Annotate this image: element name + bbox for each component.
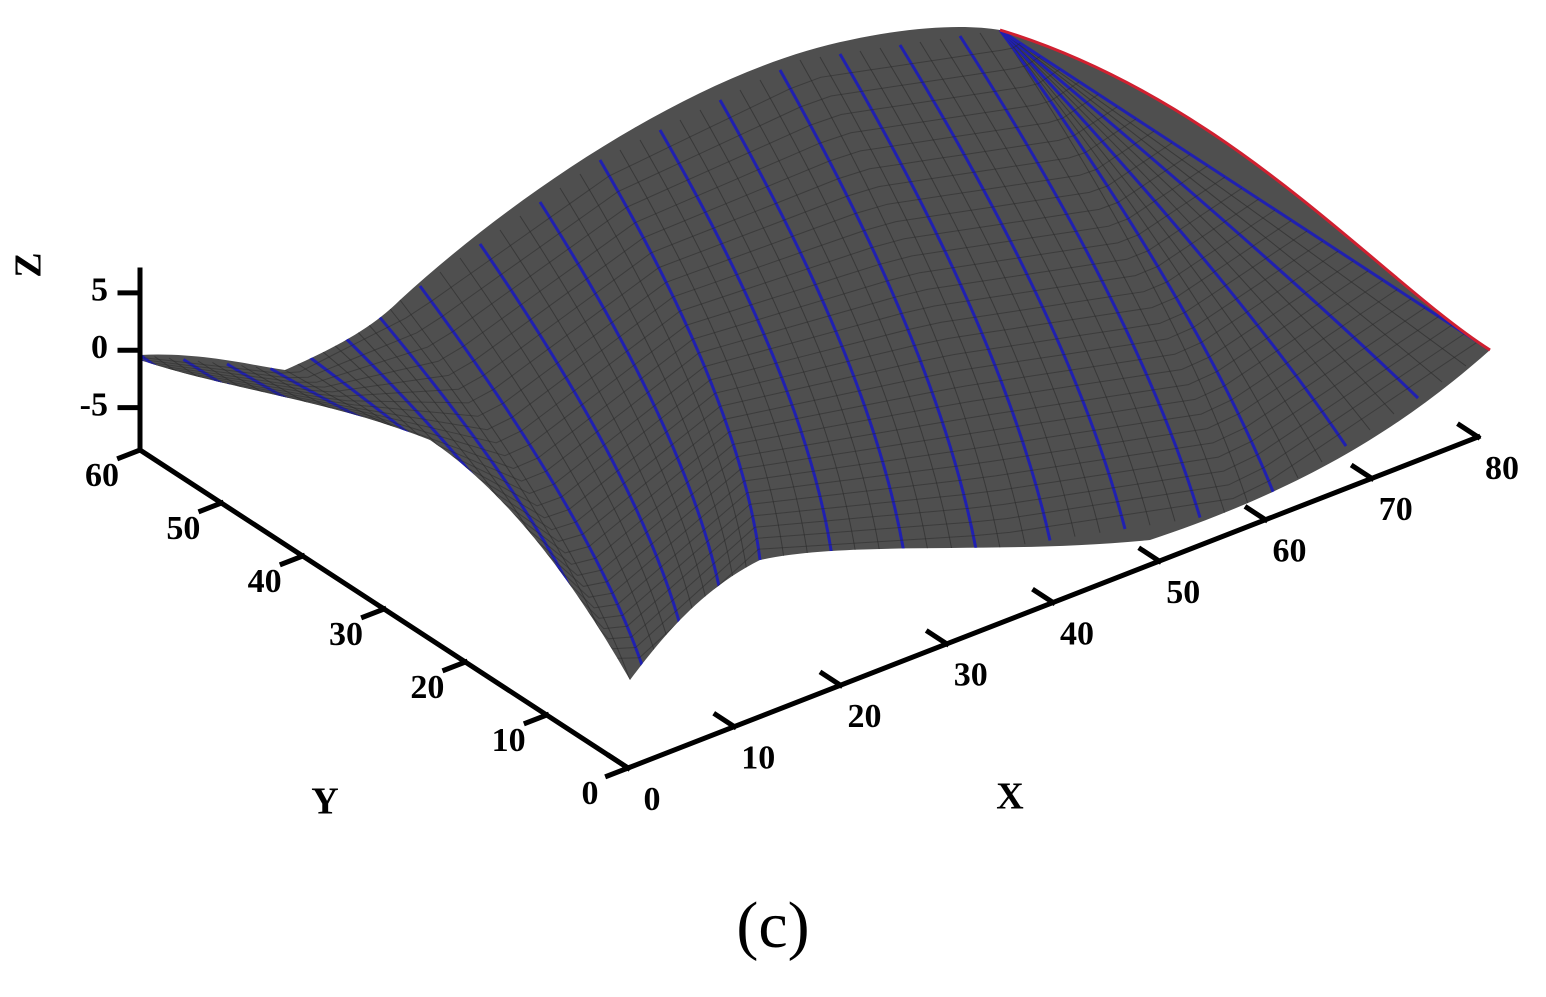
x-tick [1031,587,1057,606]
y-tick [278,552,306,568]
y-tick [197,499,225,515]
surface-gridline [167,165,1208,457]
y-tick [522,711,550,727]
surface-gridline [159,106,1118,397]
z-tick-label: -5 [80,386,108,423]
surface-gridline [150,68,1061,383]
y-tick [116,446,144,462]
y-tick-label: 30 [329,616,363,653]
y-tick-label: 0 [582,775,599,812]
x-tick-label: 40 [1060,615,1094,652]
x-tick-label: 0 [644,781,661,818]
x-axis-label: X [996,776,1023,818]
z-axis-label: Z [8,252,50,277]
x-tick-label: 80 [1485,450,1519,487]
surface-gridline [143,42,1021,374]
x-tick-label: 10 [741,739,775,776]
x-tick [1243,504,1269,524]
x-tick [924,628,951,648]
surface-gridline [999,29,1251,511]
surface-gridline [163,130,1155,417]
y-tick-label: 60 [85,457,119,494]
y-tick-label: 50 [166,510,200,547]
surface-gridline [147,55,1041,379]
surface-gridline [156,93,1099,393]
y-tick-label: 10 [492,722,526,759]
surface-gridline [161,118,1137,404]
y-tick [360,605,388,621]
y-tick [441,658,469,674]
surface-gridline [153,81,1080,388]
x-tick-label: 20 [848,698,882,735]
x-tick [606,752,632,772]
surface-edge [999,28,1491,352]
x-tick [1349,462,1376,482]
x-tick-label: 30 [954,657,988,694]
x-tick [712,711,738,731]
x-tick [818,669,844,689]
surface-gridline [399,299,631,680]
y-tick-label: 20 [410,669,444,706]
surface-gridline [166,153,1191,444]
surface-gridline [799,59,1001,549]
z-tick-label: 0 [91,329,108,366]
surface-gridline [165,142,1173,431]
z-tick-label: 5 [91,272,108,309]
x-tick [1456,421,1482,441]
x-tick-label: 60 [1273,533,1307,570]
y-tick-label: 40 [248,563,282,600]
x-tick-label: 70 [1379,491,1413,528]
surface-gridline [169,187,1243,482]
y-axis-label: Y [311,781,338,823]
y-tick [604,764,632,780]
caption: (c) [736,889,809,962]
x-tick [1137,545,1163,565]
surface-gridline [168,176,1226,470]
x-tick-label: 50 [1166,574,1200,611]
